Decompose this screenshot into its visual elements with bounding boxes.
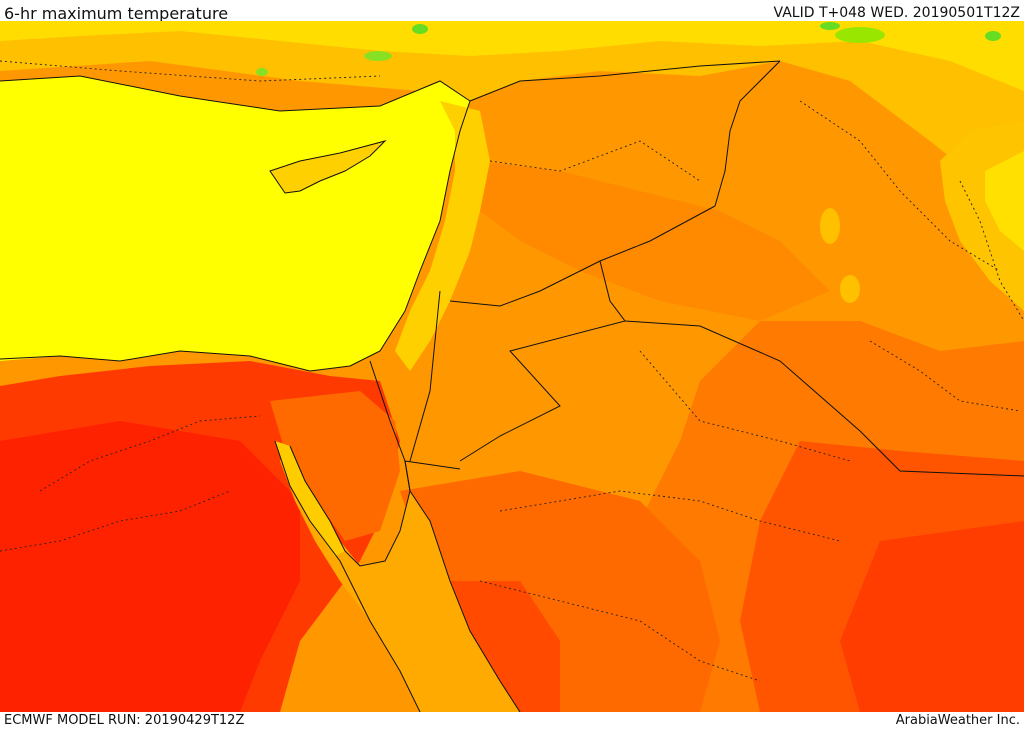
field-gulf-suez [275,441,345,556]
borders [369,60,1024,492]
dotted-5 [499,490,841,542]
field-north-band [0,21,1024,181]
border-israel-jordan [409,290,441,462]
field-red-sea [280,451,520,712]
field-extreme-se [840,521,1024,712]
border-iraq-saudi [624,320,1024,477]
dotted-1 [0,60,381,82]
coast-cyprus [269,140,387,194]
field-green-3 [256,68,268,76]
field-green-4 [835,27,885,43]
valid-time: VALID T+048 WED. 20190501T12Z [773,5,1020,21]
dotted-3 [799,100,1001,272]
field-zagros-inner [985,151,1024,251]
border-egypt-israel [369,360,411,492]
coast-red-sea-west [274,440,421,712]
border-syria-iraq [714,60,781,207]
map-title: 6-hr maximum temperature [4,4,229,23]
field-green-1 [412,24,428,34]
coast-suez-east [289,445,411,567]
field-hot-syria [480,161,830,321]
field-north-cool [0,21,1024,91]
field-lake-2 [840,275,860,303]
coast-levant [404,100,471,312]
field-levant [395,101,490,371]
dotted-7 [0,490,231,552]
field-green-2 [364,51,392,61]
border-syria-jordan [449,205,716,307]
dotted-10 [959,180,1024,322]
footer-bar: ECMWF MODEL RUN: 20190429T12Z ArabiaWeat… [0,712,1024,729]
coast-med-south [0,310,406,372]
map-canvas [0,21,1024,712]
header-bar: 6-hr maximum temperature VALID T+048 WED… [0,0,1024,23]
field-green-6 [820,22,840,30]
dotted-8 [39,415,261,492]
model-run-label: ECMWF MODEL RUN: 20190429T12Z [4,713,245,728]
coastlines [0,75,521,712]
dotted-4 [639,350,851,462]
field-lake-1 [820,208,840,244]
credit-label: ArabiaWeather Inc. [895,713,1020,728]
field-green-5 [985,31,1001,41]
internal-boundaries [0,60,1024,682]
border-turkey-syria [469,60,781,102]
temperature-map [0,21,1024,712]
field-egypt-extreme [0,421,300,712]
border-jordan-saudi [459,260,626,462]
coast-turkey [0,75,471,112]
border-aqaba [404,460,461,470]
field-cyprus [270,141,385,193]
dotted-2 [489,140,701,182]
coast-red-sea-east [409,490,521,712]
field-sinai [270,391,400,541]
